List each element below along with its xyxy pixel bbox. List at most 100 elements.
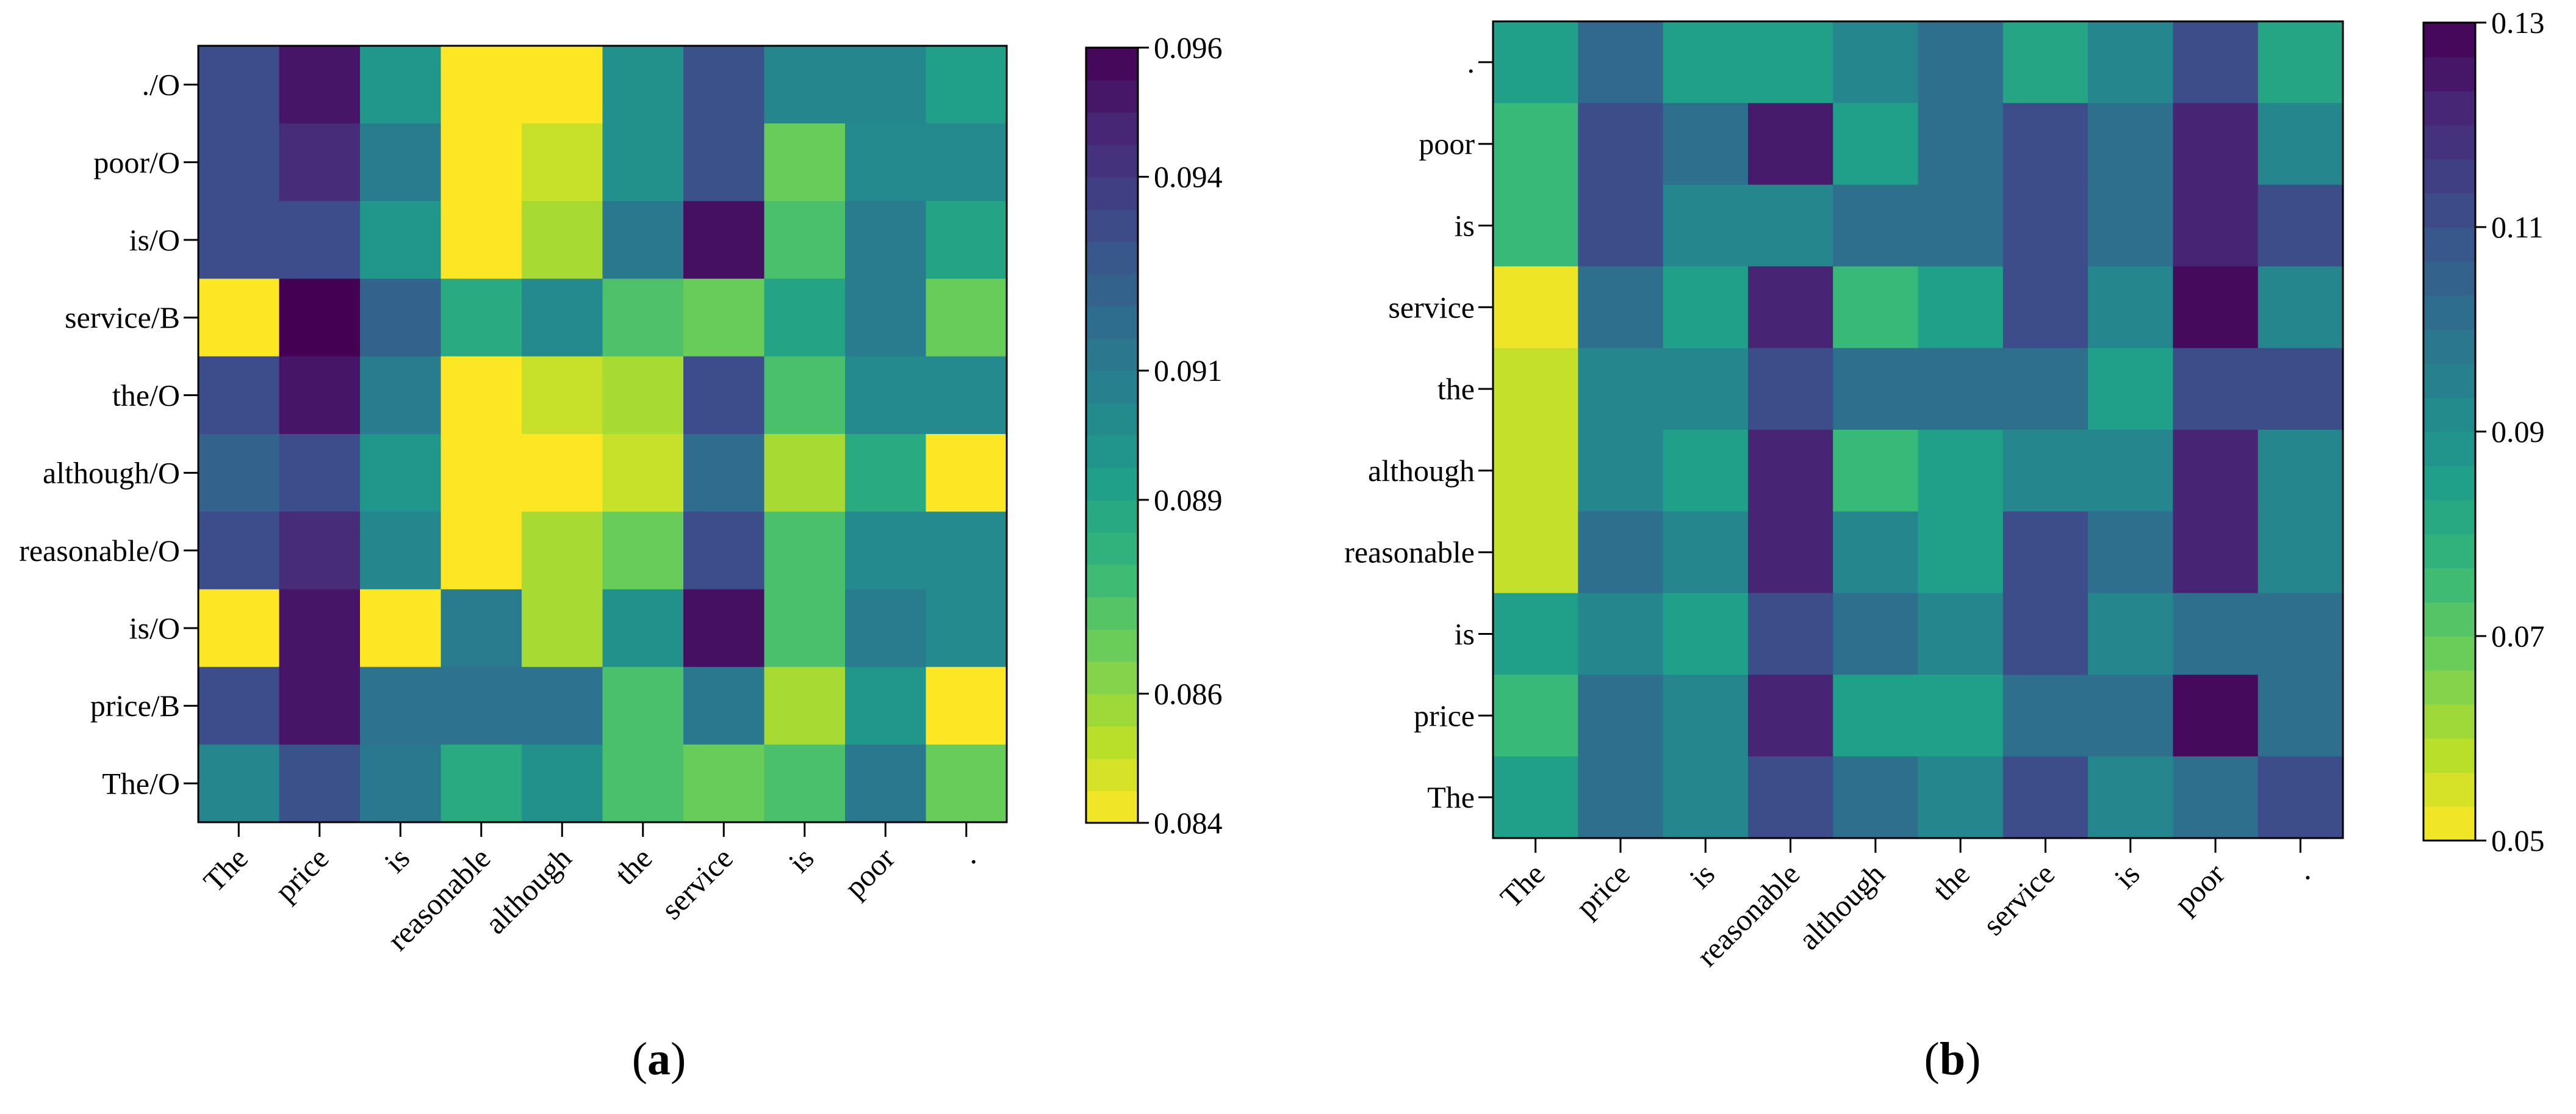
colorbar-band (1086, 467, 1138, 501)
heatmap-cell (441, 434, 522, 512)
heatmap-cell (1918, 430, 2004, 512)
heatmap-cell (764, 434, 846, 512)
heatmap-cell (198, 744, 280, 823)
heatmap-cell (683, 744, 765, 823)
colorbar-band (2423, 738, 2475, 773)
heatmap-cell (926, 667, 1007, 745)
heatmap-cell (845, 434, 927, 512)
heatmap-cell (1747, 21, 1833, 104)
heatmap-cell (522, 434, 603, 512)
colorbar-tick-label: 0.09 (2491, 414, 2545, 449)
heatmap-cell (198, 512, 280, 590)
colorbar-band (2423, 806, 2475, 841)
heatmap-cell (279, 46, 361, 124)
y-tick-label: price (1414, 698, 1475, 732)
heatmap-cell (2173, 756, 2259, 839)
heatmap-cell (2258, 675, 2344, 757)
colorbar-band (2423, 636, 2475, 671)
heatmap-cell (1918, 756, 2004, 839)
heatmap-cell (2088, 430, 2174, 512)
heatmap-cell (2088, 184, 2174, 267)
heatmap-cell (1493, 266, 1579, 349)
y-tick-label: the (1437, 372, 1475, 406)
heatmap-cell (1578, 348, 1664, 430)
y-tick-label: reasonable/O (19, 533, 180, 568)
heatmap-cell (1493, 103, 1579, 186)
heatmap-cell (2258, 511, 2344, 594)
heatmap-cell (441, 123, 522, 202)
heatmap-cell (1833, 511, 1919, 594)
heatmap-cell (2173, 21, 2259, 104)
heatmap-cell (2173, 184, 2259, 267)
heatmap-cell (1663, 593, 1749, 676)
heatmap-cell (279, 667, 361, 745)
heatmap-cell (683, 667, 765, 745)
heatmap-cell (1493, 430, 1579, 512)
colorbar-band (1086, 338, 1138, 371)
heatmap-cell (279, 512, 361, 590)
panel-label: (a) (632, 1033, 686, 1085)
heatmap-cell (1918, 184, 2004, 267)
heatmap-cell (441, 744, 522, 823)
y-tick-label: . (1467, 45, 1475, 79)
heatmap-cell (1833, 348, 1919, 430)
heatmap-cell (1578, 430, 1664, 512)
heatmap-cell (1833, 103, 1919, 186)
colorbar-band (1086, 176, 1138, 210)
heatmap-cell (2002, 430, 2089, 512)
heatmap-cell (1663, 348, 1749, 430)
heatmap-cell (360, 201, 442, 280)
colorbar-tick-label: 0.091 (1154, 353, 1223, 388)
heatmap-frame (1492, 20, 2344, 839)
colorbar-frame (1085, 46, 1139, 824)
colorbar-band (2423, 261, 2475, 296)
colorbar-band (2423, 23, 2475, 57)
heatmap-cell (360, 512, 442, 590)
heatmap-cell (2088, 593, 2174, 676)
heatmap-cell (1663, 184, 1749, 267)
heatmap-cell (1833, 430, 1919, 512)
y-tick-label: although (1368, 454, 1475, 488)
heatmap-cell (602, 744, 684, 823)
heatmap-cell (441, 589, 522, 668)
heatmap-cell (1918, 21, 2004, 104)
heatmap-cell (1663, 675, 1749, 757)
heatmap-cell (441, 667, 522, 745)
heatmap-cell (1578, 756, 1664, 839)
heatmap-cell (279, 356, 361, 435)
y-tick-label: ./O (142, 68, 181, 102)
heatmap-cell (198, 46, 280, 124)
heatmap-cell (1833, 675, 1919, 757)
colorbar-band (2423, 568, 2475, 602)
heatmap-cell (2088, 348, 2174, 430)
heatmap-cell (1663, 103, 1749, 186)
heatmap-cell (360, 589, 442, 668)
heatmap-cell (360, 46, 442, 124)
heatmap-cell (2088, 21, 2174, 104)
heatmap-cell (602, 667, 684, 745)
heatmap-cell (1747, 675, 1833, 757)
heatmap-cell (522, 201, 603, 280)
heatmap-cell (441, 201, 522, 280)
colorbar-tick-label: 0.07 (2491, 619, 2545, 653)
colorbar-band (2423, 329, 2475, 364)
heatmap-cell (683, 356, 765, 435)
heatmap-cell (1493, 348, 1579, 430)
heatmap-cell (279, 434, 361, 512)
heatmap-cell (764, 667, 846, 745)
heatmap-cell (1833, 593, 1919, 676)
heatmap-cell (279, 744, 361, 823)
heatmap-cell (2258, 21, 2344, 104)
colorbar-band (1086, 371, 1138, 403)
heatmap-cell (1747, 593, 1833, 676)
heatmap-cell (198, 123, 280, 202)
heatmap-cell (2258, 756, 2344, 839)
y-tick-label: poor (1419, 127, 1475, 161)
colorbar-tick-label: 0.089 (1154, 483, 1223, 517)
y-tick-label: The (1427, 780, 1475, 814)
colorbar-band (1086, 435, 1138, 468)
heatmap-cell (1578, 21, 1664, 104)
heatmap-cell (2088, 511, 2174, 594)
colorbar-band (1086, 726, 1138, 759)
heatmap-cell (602, 434, 684, 512)
